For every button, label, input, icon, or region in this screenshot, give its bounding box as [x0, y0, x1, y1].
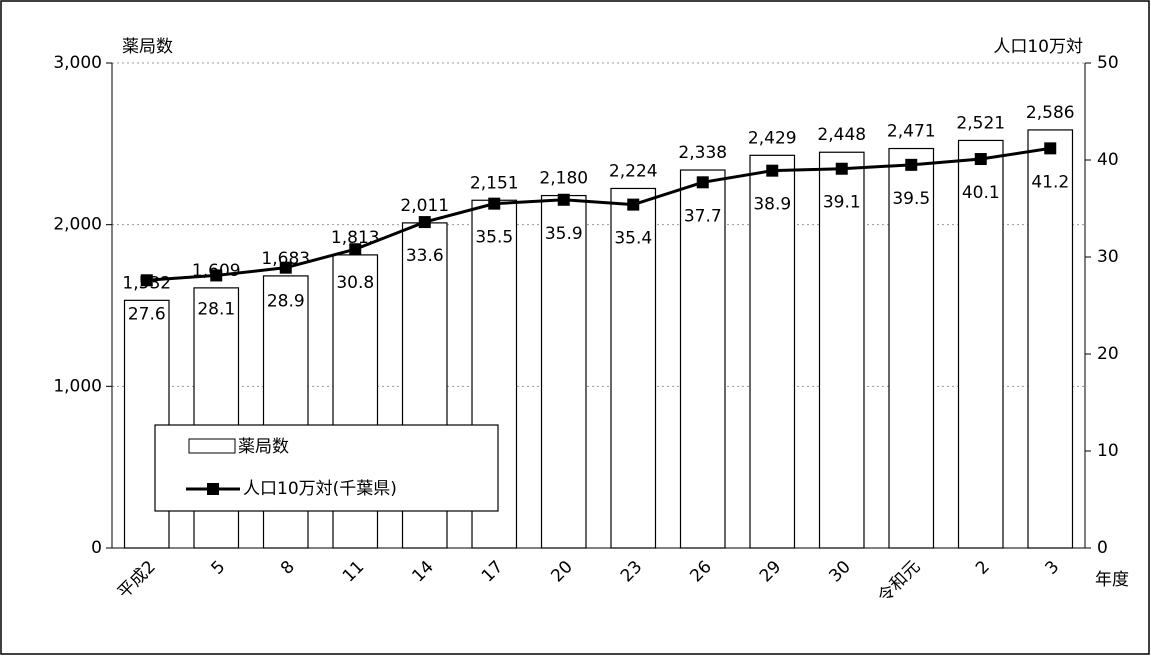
line-value-label: 27.6	[128, 304, 166, 324]
bar-value-label: 2,429	[748, 128, 797, 148]
y2-tick-label: 0	[1097, 538, 1108, 558]
bar-value-label: 2,586	[1026, 103, 1075, 123]
bar-value-label: 2,224	[609, 161, 658, 181]
line-value-label: 39.1	[823, 193, 861, 213]
bar-value-label: 2,011	[400, 196, 449, 216]
bar-value-label: 1,532	[122, 273, 171, 293]
y2-tick-label: 40	[1097, 150, 1119, 170]
line-marker	[696, 176, 709, 189]
line-value-label: 38.9	[753, 195, 791, 215]
line-value-label: 35.5	[475, 228, 513, 248]
bar-value-label: 2,338	[678, 143, 727, 163]
line-value-label: 35.4	[614, 229, 652, 249]
bar	[888, 147, 935, 549]
line-marker	[418, 216, 431, 229]
x-axis-title: 年度	[1095, 570, 1129, 590]
line	[146, 146, 1051, 282]
bar-value-label: 2,521	[956, 113, 1005, 133]
bar-value-label: 2,448	[817, 125, 866, 145]
bar	[818, 151, 865, 549]
line-marker	[835, 162, 848, 175]
legend: 薬局数 人口10万対(千葉県)	[154, 424, 499, 512]
y-axis-title: 薬局数	[122, 37, 173, 57]
y2-tick-label: 10	[1097, 441, 1119, 461]
legend-marker	[207, 483, 219, 495]
y-tick-label: 1,000	[53, 376, 102, 396]
bar-value-label: 2,471	[887, 122, 936, 142]
line-value-label: 30.8	[336, 273, 374, 293]
legend-swatch	[188, 438, 236, 454]
line-value-label: 40.1	[962, 183, 1000, 203]
y2-axis-title: 人口10万対	[993, 37, 1083, 57]
line-value-label: 33.6	[406, 246, 444, 266]
line-marker	[488, 197, 501, 210]
bar-value-label: 1,609	[192, 261, 241, 281]
line-marker	[210, 269, 223, 282]
y-tick-label: 2,000	[53, 215, 102, 235]
bar	[679, 169, 726, 549]
y-tick-label: 0	[91, 538, 102, 558]
bar-value-label: 1,683	[261, 249, 310, 269]
bar-value-label: 2,180	[539, 169, 588, 189]
line-marker	[627, 198, 640, 211]
bar-value-label: 2,151	[470, 173, 519, 193]
line-marker	[279, 261, 292, 274]
y2-tick-label: 50	[1097, 53, 1119, 73]
line-marker	[766, 164, 779, 177]
bar	[957, 139, 1004, 549]
line-marker	[349, 243, 362, 256]
line-value-label: 41.2	[1031, 172, 1069, 192]
bar	[1027, 129, 1074, 549]
line-marker	[140, 274, 153, 287]
line-value-label: 28.1	[197, 299, 235, 319]
line-value-label: 37.7	[684, 206, 722, 226]
line-marker	[1044, 142, 1057, 155]
line-value-label: 35.9	[545, 224, 583, 244]
line-marker	[557, 193, 570, 206]
bar	[540, 194, 587, 549]
y2-tick-label: 30	[1097, 247, 1119, 267]
bar-value-label: 1,813	[331, 228, 380, 248]
line-value-label: 39.5	[892, 189, 930, 209]
line-marker	[974, 153, 987, 166]
line-marker	[905, 158, 918, 171]
line-value-label: 28.9	[267, 292, 305, 312]
y2-tick-label: 20	[1097, 344, 1119, 364]
y-tick-label: 3,000	[53, 53, 102, 73]
legend-label: 薬局数	[238, 437, 289, 457]
legend-label: 人口10万対(千葉県)	[243, 479, 397, 499]
